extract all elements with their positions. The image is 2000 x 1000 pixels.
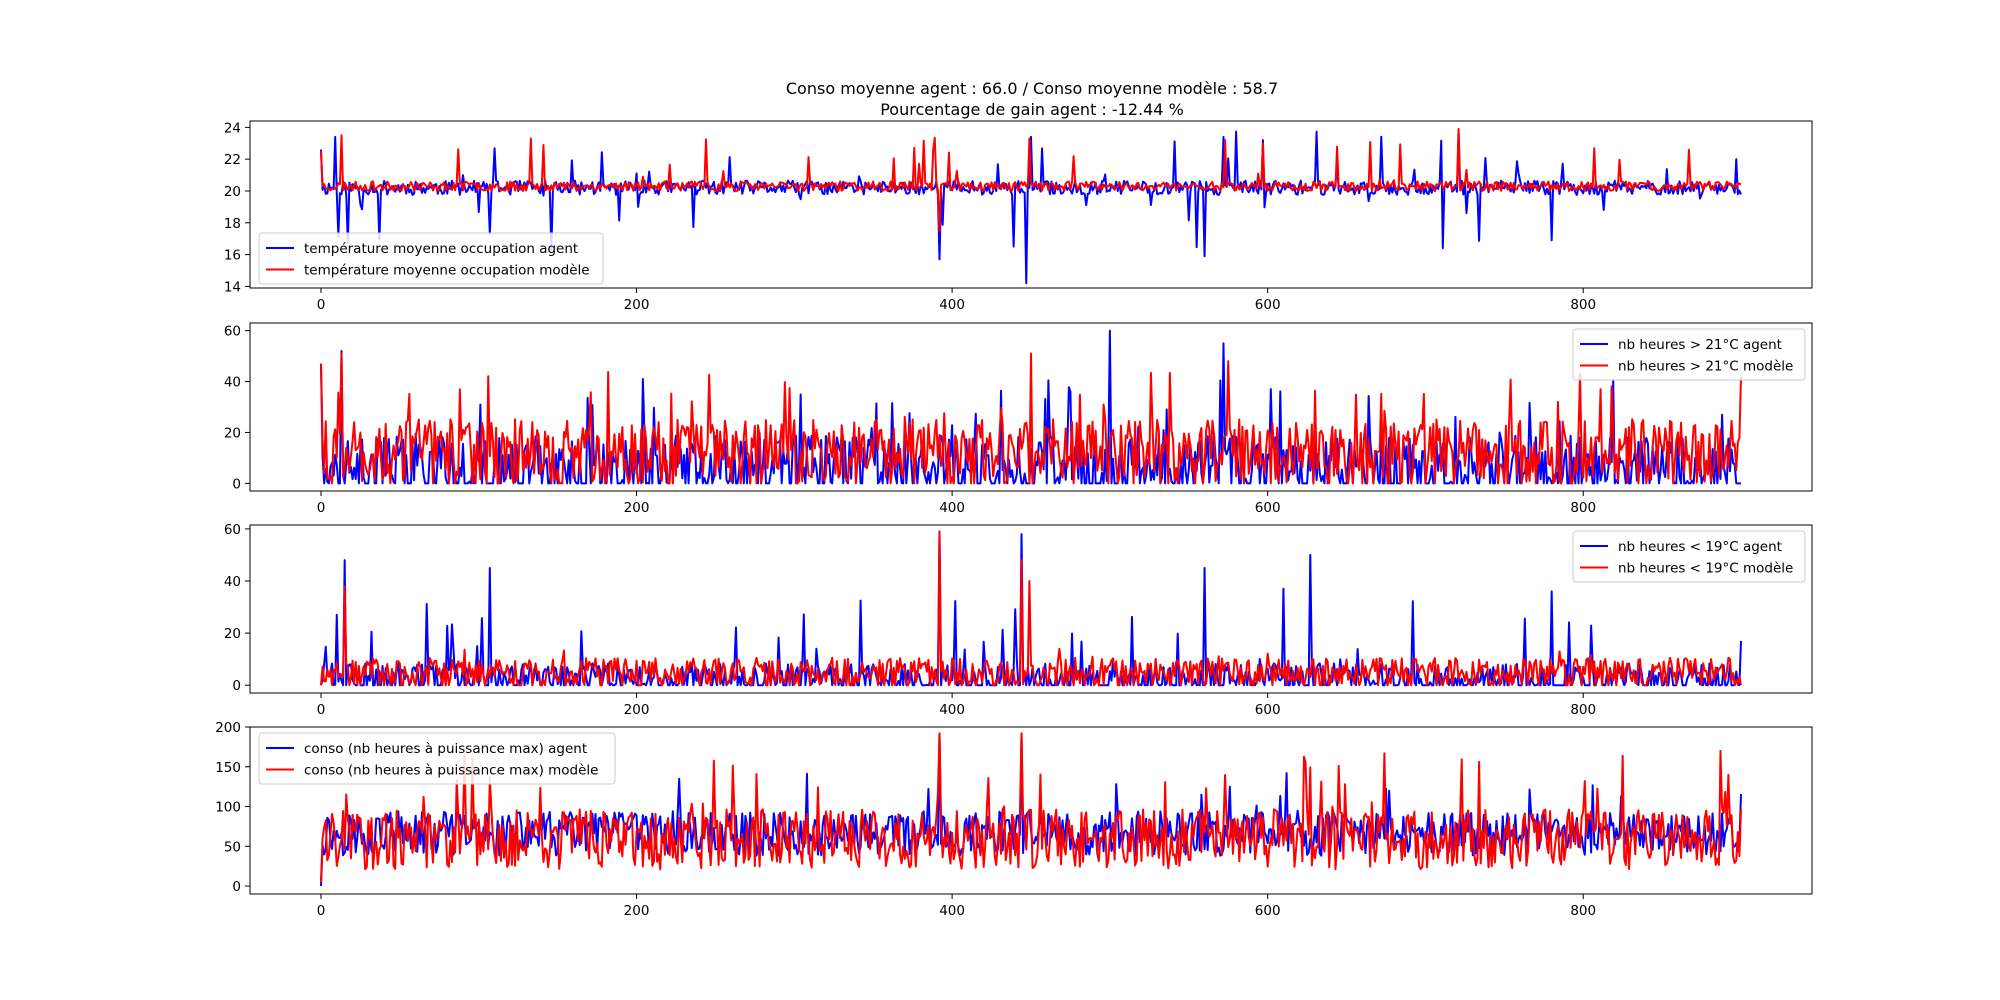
y-tick-label: 24 [224,120,241,136]
x-tick-label: 600 [1255,903,1281,919]
y-tick-label: 200 [215,720,241,736]
series-line-agent [320,130,1742,285]
legend-box [1572,328,1806,381]
x-tick-label: 400 [939,702,965,718]
y-tick-label: 18 [224,216,241,232]
x-tick-label: 200 [624,903,650,919]
subplot-4: 0 200 400 600 800 0 50 100 150 200 conso (nb heure… [215,720,1813,919]
legend-label: nb heures < 19°C agent [1618,539,1782,555]
legend-label: température moyenne occupation agent [304,241,578,257]
legend: conso (nb heures à puissance max) agent c… [258,732,616,785]
legend: température moyenne occupation agent temp… [258,232,604,285]
y-tick-label: 40 [224,375,241,391]
legend-label: température moyenne occupation modèle [304,263,590,279]
legend-label: nb heures > 21°C modèle [1618,359,1793,375]
series-line-model [320,352,1742,485]
subplot-1: 0 200 400 600 800 14 16 18 20 22 24 température moy… [224,120,1813,313]
legend-label: conso (nb heures à puissance max) agent [304,741,587,757]
series-line-model [320,530,1742,687]
x-tick-label: 600 [1255,702,1281,718]
y-tick-label: 50 [224,839,241,855]
series-line-model [320,127,1742,232]
axes-frame [249,322,1813,492]
y-tick-label: 20 [224,425,241,441]
axes-frame [249,726,1813,895]
x-tick-label: 400 [939,500,965,516]
x-tick-label: 800 [1570,500,1596,516]
legend-label: nb heures < 19°C modèle [1618,561,1793,577]
legend: nb heures > 21°C agent nb heures > 21°C m… [1572,328,1806,381]
series-line-model [320,732,1742,883]
y-tick-label: 0 [232,476,241,492]
subplot-3: 0 200 400 600 800 0 20 40 60 nb heures < 19°C age… [224,522,1813,718]
legend-label: nb heures > 21°C agent [1618,337,1782,353]
subplot-2: 0 200 400 600 800 0 20 40 60 nb heures > 21°C age… [224,322,1813,516]
y-tick-label: 16 [224,248,241,264]
x-tick-label: 800 [1570,297,1596,313]
y-tick-label: 14 [224,279,241,295]
x-tick-label: 800 [1570,903,1596,919]
x-tick-label: 0 [317,297,326,313]
x-tick-label: 600 [1255,297,1281,313]
y-tick-label: 20 [224,626,241,642]
y-tick-label: 150 [215,760,241,776]
x-tick-label: 800 [1570,702,1596,718]
x-tick-label: 0 [317,702,326,718]
figure-title-line-2: Pourcentage de gain agent : -12.44 % [880,100,1184,119]
legend-label: conso (nb heures à puissance max) modèle [304,763,598,779]
x-tick-label: 200 [624,500,650,516]
y-tick-label: 0 [232,678,241,694]
y-tick-label: 22 [224,152,241,168]
axes-frame [249,120,1813,289]
legend-box [1572,530,1806,583]
x-tick-label: 200 [624,702,650,718]
series-line-agent [320,530,1742,687]
x-tick-label: 400 [939,297,965,313]
figure-title: Conso moyenne agent : 66.0 / Conso moyen… [0,78,2000,120]
legend-box [258,732,616,785]
x-tick-label: 0 [317,903,326,919]
y-tick-label: 20 [224,184,241,200]
legend-box [258,232,604,285]
y-tick-label: 40 [224,574,241,590]
y-tick-label: 0 [232,879,241,895]
y-tick-label: 60 [224,522,241,538]
x-tick-label: 0 [317,500,326,516]
axes-frame [249,524,1813,694]
legend: nb heures < 19°C agent nb heures < 19°C m… [1572,530,1806,583]
figure-title-line-1: Conso moyenne agent : 66.0 / Conso moyen… [785,79,1279,98]
x-tick-label: 600 [1255,500,1281,516]
x-tick-label: 200 [624,297,650,313]
y-tick-label: 100 [215,800,241,816]
y-tick-label: 60 [224,324,241,340]
x-tick-label: 400 [939,903,965,919]
